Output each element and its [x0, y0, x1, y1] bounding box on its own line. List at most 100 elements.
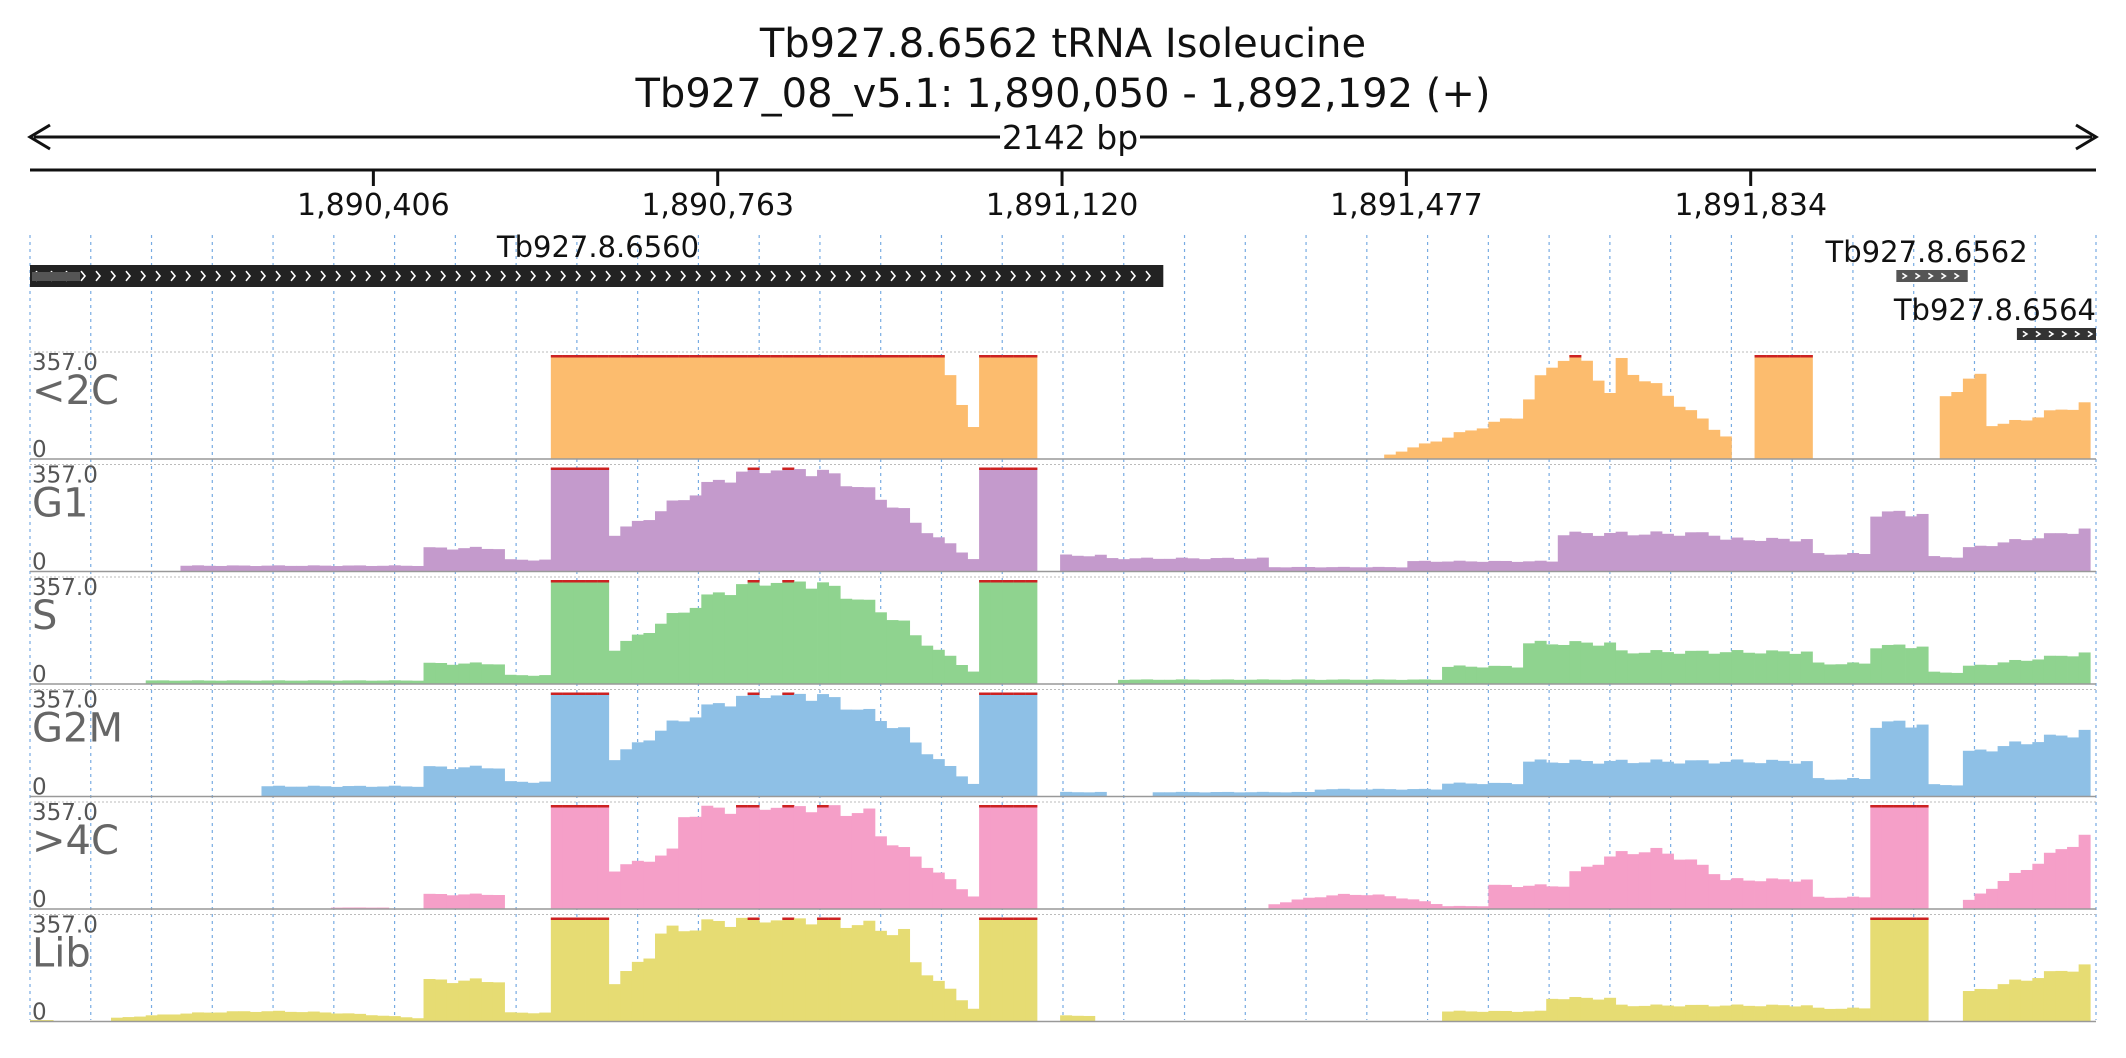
- coverage-bar: [1430, 561, 1443, 572]
- strand-arrow-icon: [890, 270, 897, 282]
- clip-marker: [1916, 805, 1929, 808]
- coverage-bar: [863, 920, 876, 1022]
- coverage-bar: [1719, 880, 1732, 909]
- coverage-bar: [1418, 788, 1431, 797]
- coverage-bar: [1314, 679, 1327, 684]
- strand-arrow-icon: [140, 270, 147, 282]
- coverage-bar: [1812, 896, 1825, 909]
- coverage-bar: [1106, 558, 1119, 572]
- strand-arrow-icon: [635, 270, 642, 282]
- coverage-bar: [2055, 849, 2068, 909]
- coverage-bar: [1673, 406, 1686, 459]
- coverage-bar: [1673, 763, 1686, 797]
- coverage-bar: [307, 785, 320, 797]
- coverage-bar: [2043, 971, 2056, 1022]
- coverage-bar: [585, 355, 598, 459]
- coverage-bar: [1465, 666, 1478, 684]
- coverage-bar: [967, 671, 980, 684]
- coverage-bar: [1175, 557, 1188, 572]
- coverage-bar: [979, 467, 992, 572]
- coverage-bar: [828, 585, 841, 684]
- coverage-bar: [1893, 720, 1906, 797]
- coverage-bar: [1280, 567, 1292, 572]
- coverage-bar: [967, 783, 980, 797]
- coverage-bar: [678, 817, 691, 909]
- coverage-bar: [1766, 759, 1779, 797]
- coverage-bar: [1905, 727, 1917, 797]
- coverage-bar: [828, 697, 841, 797]
- coverage-bar: [851, 813, 864, 909]
- coverage-bar: [2067, 846, 2080, 909]
- span-ruler: 2142 bp: [27, 118, 2099, 157]
- coverage-bar: [678, 500, 691, 572]
- coverage-bar: [1256, 557, 1269, 572]
- coverage-bar: [1731, 878, 1744, 909]
- coverage-bar: [1326, 679, 1339, 684]
- coverage-bar: [1650, 650, 1663, 684]
- coverage-bar: [273, 1010, 286, 1022]
- coverage-bar: [1592, 380, 1605, 459]
- coverage-bar: [1499, 884, 1512, 909]
- coverage-bar: [643, 355, 656, 459]
- coverage-bar: [2067, 533, 2080, 572]
- coverage-bar: [1835, 554, 1848, 572]
- coverage-bar: [909, 856, 922, 909]
- coverage-bar: [2055, 533, 2068, 572]
- coverage-bar: [770, 355, 783, 459]
- clip-marker: [990, 692, 1003, 695]
- coverage-bar: [770, 695, 783, 797]
- strand-arrow-icon: [1055, 270, 1062, 282]
- coverage-bar: [1187, 558, 1200, 572]
- coverage-bar: [319, 680, 332, 684]
- coverage-bar: [1800, 355, 1813, 459]
- clip-marker: [1916, 917, 1929, 920]
- coverage-bar: [1800, 879, 1813, 909]
- coverage-bar: [1002, 355, 1015, 459]
- coverage-bar: [1361, 895, 1374, 909]
- strand-arrow-icon: [800, 270, 807, 282]
- coverage-bar: [828, 917, 841, 1022]
- clip-marker: [782, 805, 795, 808]
- clip-marker: [1013, 580, 1026, 583]
- coverage-bar: [2055, 409, 2068, 459]
- coverage-bar: [354, 680, 367, 684]
- clip-marker: [874, 355, 887, 358]
- coverage-bar: [1766, 537, 1779, 572]
- strand-arrow-icon: [845, 270, 852, 282]
- coverage-bar: [1986, 888, 1999, 909]
- strand-arrow-icon: [410, 270, 417, 282]
- coverage-bar: [655, 511, 667, 572]
- coverage-bar: [944, 655, 957, 684]
- coverage-bar: [1800, 761, 1813, 797]
- coverage-bar: [701, 355, 714, 459]
- clip-marker: [724, 355, 737, 358]
- coverage-bar: [1708, 874, 1721, 909]
- coverage-bar: [805, 700, 818, 797]
- coverage-bar: [1442, 906, 1455, 909]
- coverage-bar: [354, 907, 367, 909]
- coverage-bar: [1962, 899, 1975, 909]
- coverage-bar: [1893, 805, 1906, 909]
- coverage-bar: [666, 355, 679, 459]
- strand-arrow-icon: [860, 270, 867, 282]
- coverage-bar: [631, 520, 644, 572]
- coverage-bar: [863, 808, 876, 909]
- coverage-bar: [585, 692, 598, 797]
- coverage-bar: [1280, 679, 1292, 684]
- coverage-bar: [261, 680, 274, 684]
- coverage-bar: [168, 1014, 181, 1022]
- strand-arrow-icon: [530, 270, 537, 282]
- gene-feature-stub: [32, 272, 80, 281]
- clip-marker: [840, 355, 853, 358]
- coverage-bar: [666, 925, 679, 1022]
- coverage-bar: [2020, 660, 2033, 684]
- coverage-bar: [701, 594, 714, 684]
- coverage-bar: [1789, 355, 1802, 459]
- coverage-bar: [782, 692, 795, 797]
- coverage-bar: [770, 582, 783, 684]
- strand-arrow-icon: [680, 270, 687, 282]
- coverage-bar: [898, 508, 911, 572]
- coverage-bar: [238, 565, 251, 572]
- clip-marker: [550, 580, 563, 583]
- coverage-bar: [793, 806, 806, 909]
